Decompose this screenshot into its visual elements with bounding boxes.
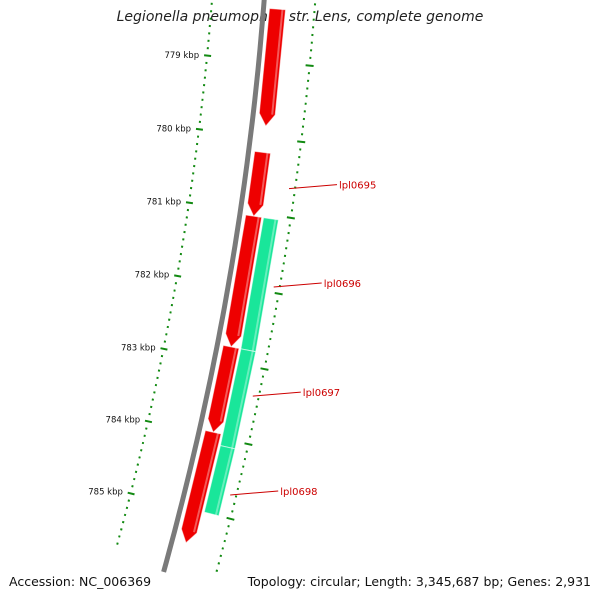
major-tick-outer [274, 292, 283, 296]
forward-gene-arrow [258, 7, 287, 127]
ruler-tick-label: 780 kbp [156, 124, 191, 134]
minor-tick-outer [225, 532, 228, 535]
minor-tick-outer [234, 495, 238, 498]
major-tick-outer [226, 516, 235, 521]
minor-tick-inner [120, 528, 123, 531]
major-tick-outer [260, 367, 269, 371]
minor-tick-inner [145, 427, 148, 430]
accession-label: Accession: NC_006369 [9, 574, 152, 589]
minor-tick-inner [123, 513, 127, 517]
major-tick-inner [195, 127, 204, 131]
minor-tick-inner [125, 506, 129, 510]
ruler-tick-label: 783 kbp [121, 343, 156, 353]
gene-highlight [251, 219, 277, 352]
gene-highlight [271, 9, 284, 115]
genome-backbone [161, 0, 267, 573]
minor-tick-inner [133, 477, 136, 481]
major-tick-inner [174, 274, 182, 278]
ruler-tick-label: 782 kbp [135, 271, 170, 281]
minor-tick-inner [140, 449, 143, 452]
minor-tick-outer [215, 569, 219, 572]
minor-tick-outer [227, 525, 230, 528]
minor-tick-outer [232, 502, 236, 506]
map-title: Legionella pneumophila str. Lens, comple… [116, 9, 484, 25]
ruler-tick-label: 781 kbp [146, 198, 181, 208]
major-tick-inner [127, 491, 135, 496]
minor-tick-inner [134, 470, 138, 474]
minor-tick-outer [238, 480, 241, 483]
gene-leader-line [288, 184, 338, 190]
reverse-gene-block [203, 445, 236, 517]
major-tick-inner [144, 419, 153, 424]
minor-tick-inner [127, 499, 131, 502]
gene-leader-line [252, 391, 301, 397]
topology-summary: Topology: circular; Length: 3,345,687 bp… [247, 574, 591, 589]
minor-tick-outer [223, 539, 226, 543]
minor-tick-inner [131, 485, 134, 488]
minor-tick-outer [217, 562, 221, 565]
major-tick-inner [185, 201, 194, 205]
major-tick-outer [286, 216, 295, 220]
minor-tick-outer [236, 487, 240, 491]
minor-tick-inner [136, 463, 140, 466]
ruler-tick-label: 779 kbp [164, 51, 199, 61]
gene-highlight [237, 216, 260, 337]
gene-highlight [193, 433, 219, 533]
minor-tick-outer [240, 472, 243, 476]
minor-tick-inner [116, 542, 119, 545]
minor-tick-outer [245, 450, 248, 453]
minor-tick-inner [121, 520, 125, 524]
minor-tick-outer [248, 435, 252, 438]
forward-gene-arrow [180, 429, 222, 544]
minor-tick-outer [231, 510, 234, 513]
minor-tick-inner [138, 456, 141, 459]
major-tick-outer [305, 64, 314, 67]
gene-leader-line [230, 490, 279, 496]
forward-gene-arrow [207, 344, 240, 434]
gene-highlight [214, 448, 234, 516]
ruler-tick-label: 785 kbp [88, 488, 123, 498]
minor-tick-outer [221, 547, 224, 550]
major-tick-outer [244, 442, 253, 446]
gene-highlight [231, 350, 254, 449]
minor-tick-inner [118, 535, 121, 538]
forward-gene-arrow [225, 214, 263, 348]
major-tick-inner [204, 54, 212, 57]
gene-leader-line [273, 282, 322, 288]
gene-highlight [259, 152, 269, 206]
gene-label: lpl0698 [280, 487, 317, 498]
ruler-tick-label: 784 kbp [106, 416, 141, 426]
minor-tick-outer [219, 554, 223, 558]
gene-label: lpl0697 [303, 388, 340, 399]
major-tick-outer [297, 140, 306, 144]
gene-label: lpl0695 [339, 181, 376, 192]
forward-gene-arrow [247, 150, 272, 218]
gene-label: lpl0696 [324, 279, 361, 290]
major-tick-inner [160, 347, 168, 351]
gene-highlight [219, 347, 237, 422]
